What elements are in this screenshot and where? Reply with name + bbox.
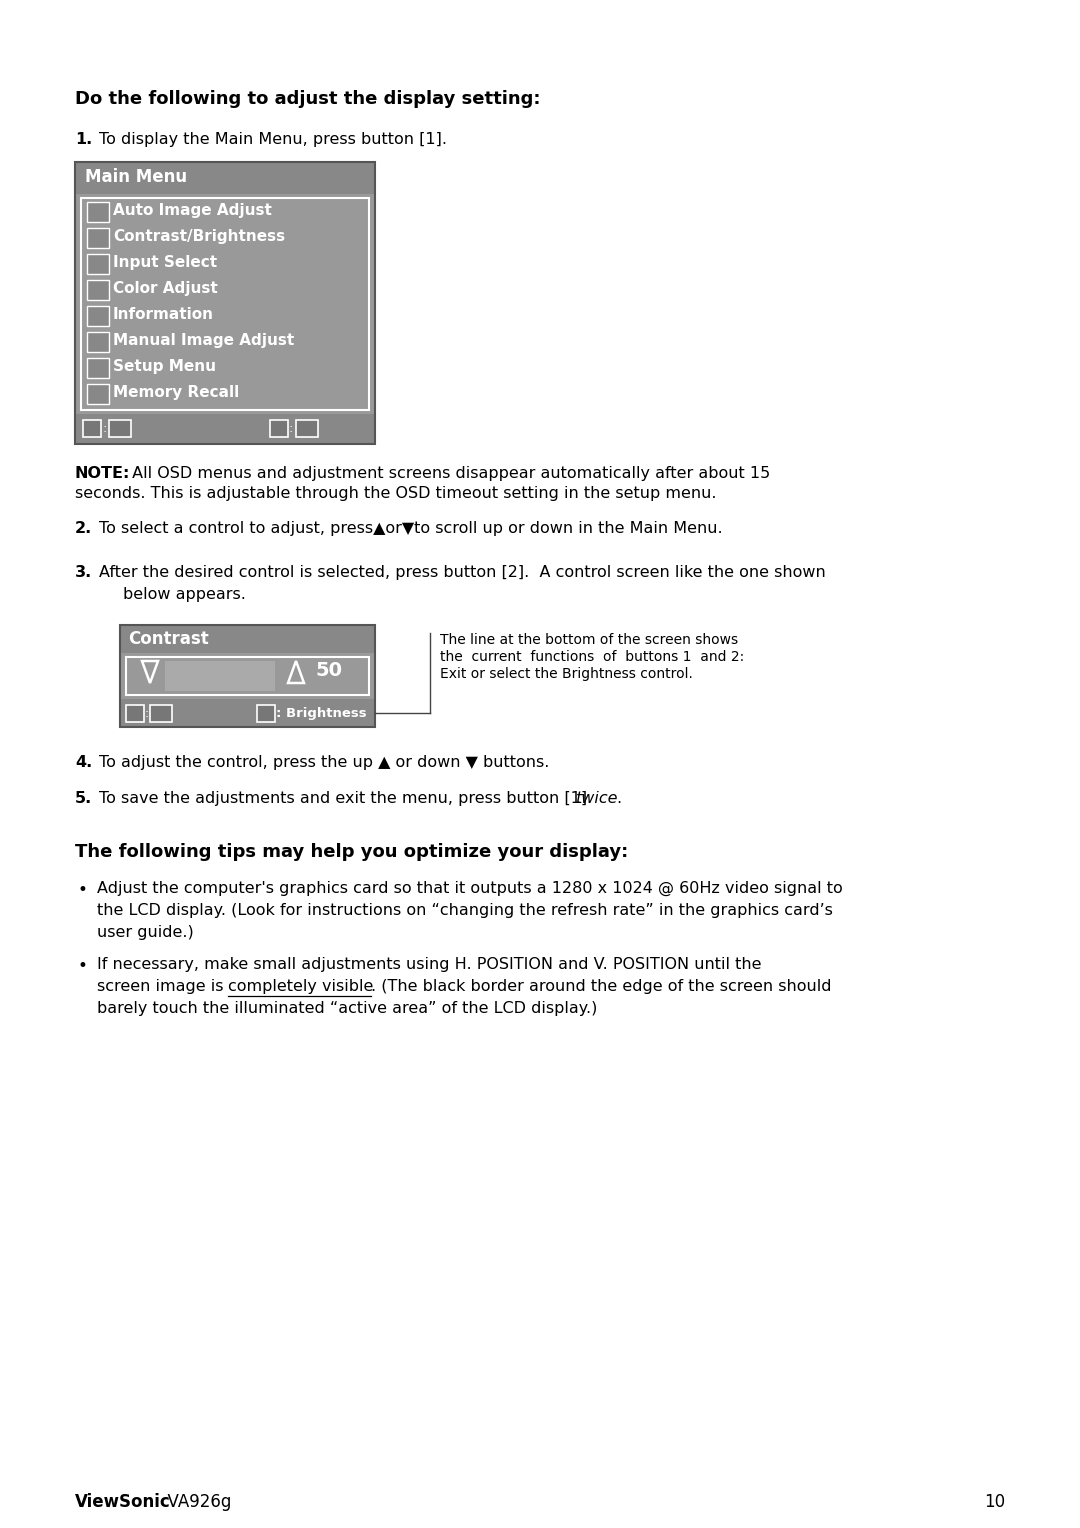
Bar (87, 384, 109, 403)
Text: Contrast/Brightness: Contrast/Brightness (113, 229, 285, 244)
Text: To save the adjustments and exit the menu, press button [1]: To save the adjustments and exit the men… (99, 792, 592, 805)
Text: .: . (616, 792, 621, 805)
Text: If necessary, make small adjustments using H. POSITION and V. POSITION until the: If necessary, make small adjustments usi… (97, 957, 761, 972)
Text: below appears.: below appears. (123, 587, 246, 602)
Text: To select a control to adjust, press▲or▼to scroll up or down in the Main Menu.: To select a control to adjust, press▲or▼… (99, 521, 723, 536)
Text: 2: 2 (271, 420, 279, 432)
Text: 4.: 4. (75, 755, 92, 770)
Text: Setup Menu: Setup Menu (113, 359, 216, 374)
Text: Contrast: Contrast (129, 630, 208, 648)
Bar (120, 652, 375, 698)
Text: ↦: ↦ (111, 420, 121, 432)
Text: completely visible: completely visible (228, 979, 374, 995)
Bar (87, 358, 109, 377)
Bar (87, 202, 109, 222)
Bar (270, 420, 288, 437)
Text: screen image is: screen image is (97, 979, 229, 995)
Polygon shape (288, 662, 303, 683)
Text: 3.: 3. (75, 565, 92, 581)
Bar (296, 420, 318, 437)
Bar (257, 704, 275, 723)
Text: •: • (77, 957, 86, 975)
Text: To adjust the control, press the up ▲ or down ▼ buttons.: To adjust the control, press the up ▲ or… (99, 755, 550, 770)
Bar (120, 698, 375, 727)
Text: NOTE:: NOTE: (75, 466, 131, 481)
Text: seconds. This is adjustable through the OSD timeout setting in the setup menu.: seconds. This is adjustable through the … (75, 486, 716, 501)
Text: Input Select: Input Select (113, 255, 217, 270)
Bar (87, 306, 109, 325)
Text: Adjust the computer's graphics card so that it outputs a 1280 x 1024 @ 60Hz vide: Adjust the computer's graphics card so t… (97, 882, 842, 897)
Text: ↦: ↦ (298, 420, 309, 432)
Polygon shape (141, 662, 158, 683)
Text: Color Adjust: Color Adjust (113, 281, 218, 296)
Bar (126, 704, 144, 723)
Text: twice: twice (576, 792, 619, 805)
Text: •: • (77, 882, 86, 898)
Bar (87, 332, 109, 351)
Text: :: : (145, 707, 149, 720)
Text: Memory Recall: Memory Recall (113, 385, 240, 400)
Text: ViewSonic: ViewSonic (75, 1493, 171, 1511)
Bar (87, 254, 109, 274)
Text: ↦: ↦ (151, 704, 162, 718)
Text: barely touch the illuminated “active area” of the LCD display.): barely touch the illuminated “active are… (97, 1001, 597, 1016)
Bar (109, 420, 131, 437)
Text: The line at the bottom of the screen shows: The line at the bottom of the screen sho… (440, 633, 738, 646)
Text: :: : (102, 422, 106, 435)
Bar (81, 199, 369, 410)
Text: user guide.): user guide.) (97, 924, 193, 940)
Bar (83, 420, 102, 437)
Bar (75, 162, 375, 194)
Text: 2: 2 (258, 704, 266, 718)
Bar (120, 625, 375, 727)
Text: Do the following to adjust the display setting:: Do the following to adjust the display s… (75, 90, 540, 108)
Text: 1: 1 (84, 420, 92, 432)
Text: 5.: 5. (75, 792, 92, 805)
Text: Exit or select the Brightness control.: Exit or select the Brightness control. (440, 668, 693, 681)
Text: :: : (289, 422, 294, 435)
Text: 50: 50 (315, 662, 342, 680)
Text: the  current  functions  of  buttons 1  and 2:: the current functions of buttons 1 and 2… (440, 649, 744, 665)
Bar (75, 414, 375, 445)
Bar (120, 625, 375, 652)
Text: Manual Image Adjust: Manual Image Adjust (113, 333, 294, 348)
Text: Auto Image Adjust: Auto Image Adjust (113, 203, 272, 219)
Text: The following tips may help you optimize your display:: The following tips may help you optimize… (75, 843, 629, 860)
Text: After the desired control is selected, press button [2].  A control screen like : After the desired control is selected, p… (99, 565, 826, 581)
Text: 10: 10 (984, 1493, 1005, 1511)
Text: To display the Main Menu, press button [1].: To display the Main Menu, press button [… (99, 131, 447, 147)
Bar (165, 662, 275, 691)
Bar (150, 704, 172, 723)
Bar (87, 280, 109, 299)
Bar (87, 228, 109, 248)
Text: VA926g: VA926g (157, 1493, 231, 1511)
Text: . (The black border around the edge of the screen should: . (The black border around the edge of t… (372, 979, 832, 995)
Bar (75, 162, 375, 445)
Bar (75, 194, 375, 414)
Bar (126, 657, 369, 695)
Text: 2.: 2. (75, 521, 92, 536)
Text: 1.: 1. (75, 131, 92, 147)
Text: 1: 1 (127, 704, 135, 718)
Text: : Brightness: : Brightness (276, 707, 366, 720)
Text: All OSD menus and adjustment screens disappear automatically after about 15: All OSD menus and adjustment screens dis… (127, 466, 770, 481)
Text: the LCD display. (Look for instructions on “changing the refresh rate” in the gr: the LCD display. (Look for instructions … (97, 903, 833, 918)
Text: Main Menu: Main Menu (85, 168, 187, 186)
Text: Information: Information (113, 307, 214, 322)
